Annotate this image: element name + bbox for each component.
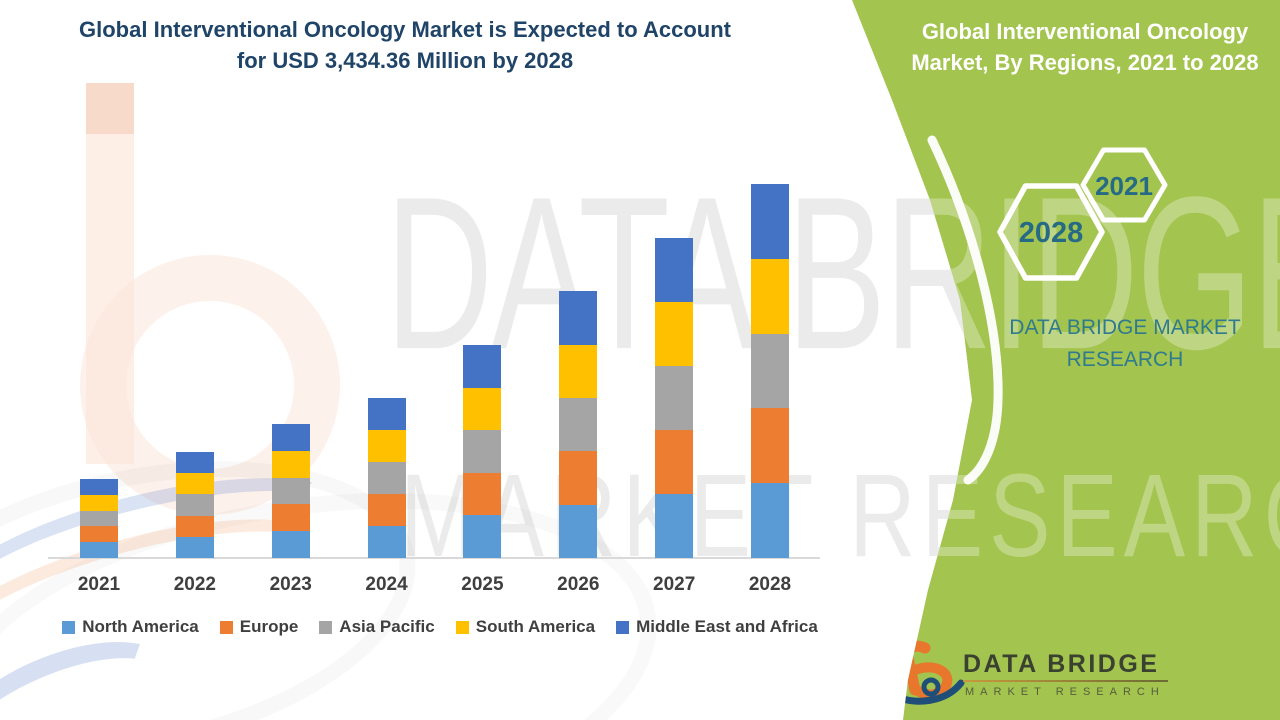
segment-south-america	[655, 301, 694, 366]
segment-middle-east-and-africa	[750, 184, 789, 259]
segment-north-america	[559, 504, 598, 558]
segment-south-america	[271, 450, 310, 478]
bar-2024	[367, 397, 406, 558]
panel-heading-line1: Global Interventional Oncology	[921, 19, 1249, 44]
segment-europe	[175, 515, 214, 537]
hexagon-2021	[1080, 147, 1168, 223]
x-tick-2022: 2022	[173, 574, 216, 595]
hexagon-year-2021: 2021	[1095, 171, 1153, 201]
watermark-b-cap	[86, 83, 134, 134]
segment-north-america	[655, 493, 694, 558]
segment-middle-east-and-africa	[463, 345, 502, 388]
hexagon-year-2028: 2028	[1018, 217, 1084, 249]
legend-item-asia-pacific: Asia Pacific	[319, 617, 435, 637]
legend-item-south-america: South America	[455, 617, 596, 637]
segment-asia-pacific	[559, 397, 598, 452]
hexagon-2028	[997, 183, 1105, 281]
segment-asia-pacific	[271, 477, 310, 505]
chart-legend: North America Europe Asia Pacific South Ame…	[40, 617, 840, 637]
brand-text-line1: DATA BRIDGE MARKET	[1009, 316, 1241, 339]
panel-heading-line2: Market, By Regions, 2021 to 2028	[911, 50, 1259, 75]
segment-asia-pacific	[655, 365, 694, 430]
logo-name: DATA BRIDGE	[963, 650, 1160, 678]
bar-2025	[463, 345, 502, 558]
x-tick-2026: 2026	[557, 574, 600, 595]
segment-south-america	[559, 344, 598, 398]
brand-text: DATA BRIDGE MARKET RESEARCH	[965, 312, 1280, 376]
segment-south-america	[175, 473, 214, 495]
legend-item-middle-east-and-africa: Middle East and Africa	[616, 617, 818, 637]
legend-label: Middle East and Africa	[636, 617, 818, 636]
logo-subtitle: MARKET RESEARCH	[965, 686, 1165, 698]
segment-europe	[271, 504, 310, 532]
bar-2028	[750, 184, 789, 558]
legend-swatch	[455, 620, 469, 634]
segment-europe	[559, 451, 598, 505]
segment-europe	[750, 408, 789, 484]
bar-2023	[271, 424, 310, 558]
segment-north-america	[463, 515, 502, 558]
segment-asia-pacific	[80, 510, 118, 527]
segment-asia-pacific	[367, 461, 406, 494]
legend-swatch	[616, 620, 630, 634]
x-tick-2021: 2021	[77, 574, 121, 595]
chart-title-line2: for USD 3,434.36 Million by 2028	[236, 48, 574, 73]
segment-north-america	[271, 531, 310, 558]
segment-europe	[463, 472, 502, 516]
segment-south-america	[80, 494, 118, 511]
legend-label: Europe	[239, 617, 299, 636]
segment-middle-east-and-africa	[271, 424, 310, 451]
chart-title: Global Interventional Oncology Market is…	[30, 14, 780, 76]
segment-middle-east-and-africa	[367, 397, 406, 430]
segment-asia-pacific	[175, 494, 214, 516]
logo-underline	[963, 680, 1168, 682]
legend-label: North America	[82, 617, 199, 636]
x-tick-2028: 2028	[748, 574, 792, 595]
x-tick-2023: 2023	[269, 574, 312, 595]
x-tick-2025: 2025	[461, 574, 504, 595]
bar-2021	[80, 479, 118, 558]
segment-europe	[80, 526, 118, 543]
x-tick-2024: 2024	[365, 574, 408, 595]
legend-label: Asia Pacific	[339, 617, 435, 636]
segment-south-america	[367, 429, 406, 462]
bar-2022	[175, 451, 214, 558]
legend-swatch	[319, 620, 333, 634]
data-bridge-logo-icon	[893, 640, 965, 705]
segment-middle-east-and-africa	[80, 479, 118, 495]
legend-swatch	[62, 620, 76, 634]
segment-south-america	[750, 258, 789, 334]
segment-middle-east-and-africa	[559, 291, 598, 345]
chart-title-line1: Global Interventional Oncology Market is…	[79, 17, 731, 42]
legend-item-europe: Europe	[219, 617, 299, 637]
segment-middle-east-and-africa	[175, 451, 214, 474]
segment-asia-pacific	[463, 430, 502, 473]
segment-north-america	[175, 536, 214, 558]
segment-north-america	[367, 525, 406, 558]
bar-2026	[559, 291, 598, 558]
segment-asia-pacific	[750, 333, 789, 409]
segment-europe	[655, 429, 694, 494]
legend-item-north-america: North America	[62, 617, 199, 637]
panel-heading: Global Interventional Oncology Market, B…	[900, 16, 1270, 78]
segment-europe	[367, 493, 406, 526]
x-tick-2027: 2027	[653, 574, 696, 595]
brand-text-line2: RESEARCH	[1066, 348, 1184, 371]
segment-north-america	[80, 542, 118, 558]
segment-north-america	[750, 483, 789, 558]
legend-label: South America	[475, 617, 596, 636]
segment-south-america	[463, 387, 502, 431]
x-axis-line	[48, 557, 820, 559]
segment-middle-east-and-africa	[655, 237, 694, 302]
legend-swatch	[219, 620, 233, 634]
bar-2027	[655, 237, 694, 558]
